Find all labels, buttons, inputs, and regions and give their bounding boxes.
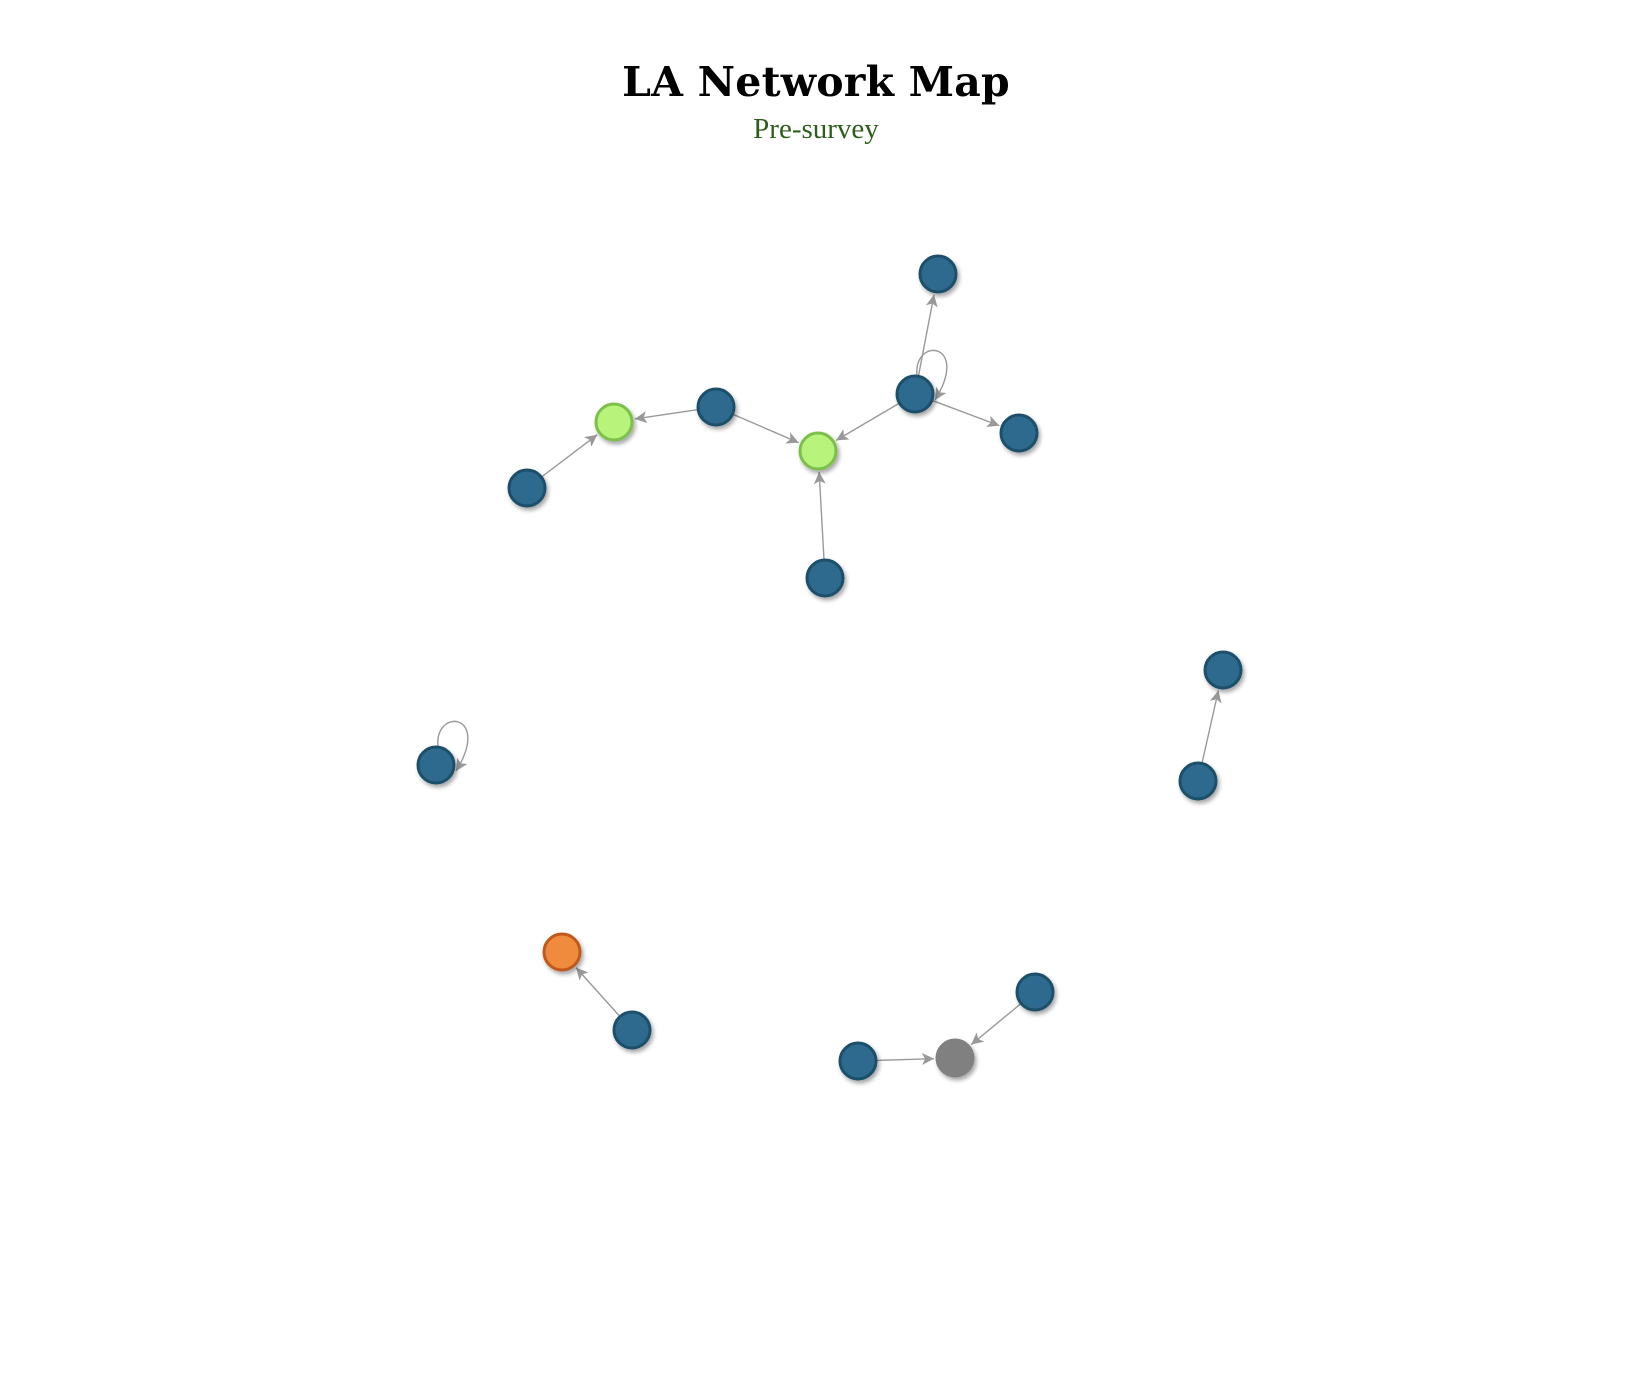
network-node-default[interactable]	[696, 387, 736, 427]
directed-edge	[875, 1053, 935, 1066]
page-title: LA Network Map	[622, 58, 1010, 106]
network-node-default[interactable]	[1178, 761, 1218, 801]
network-node-default[interactable]	[838, 1041, 878, 1081]
network-node-highlight[interactable]	[594, 402, 634, 442]
page-subtitle: Pre-survey	[753, 113, 879, 145]
directed-edge	[835, 402, 900, 441]
network-node-default[interactable]	[1015, 972, 1055, 1012]
network-node-default[interactable]	[805, 558, 845, 598]
network-node-orange[interactable]	[542, 932, 582, 972]
network-node-highlight[interactable]	[798, 431, 838, 471]
network-node-default[interactable]	[416, 745, 456, 785]
directed-edge	[970, 1002, 1022, 1046]
network-node-default[interactable]	[999, 413, 1039, 453]
directed-edge	[540, 434, 598, 478]
directed-edge	[1201, 690, 1222, 764]
network-node-default[interactable]	[612, 1010, 652, 1050]
nodes-layer	[416, 254, 1243, 1081]
directed-edge	[813, 471, 826, 561]
directed-edge	[732, 413, 799, 444]
network-node-default[interactable]	[918, 254, 958, 294]
network-node-gray[interactable]	[935, 1038, 975, 1078]
directed-edge	[634, 408, 699, 424]
edges-layer	[437, 294, 1222, 1066]
directed-edge	[931, 399, 1000, 428]
network-node-default[interactable]	[1203, 650, 1243, 690]
directed-edge	[917, 294, 938, 377]
network-node-default[interactable]	[895, 374, 935, 414]
directed-edge	[575, 967, 621, 1018]
network-node-default[interactable]	[507, 468, 547, 508]
self-loop-edge	[437, 720, 469, 772]
self-loop-edge	[916, 349, 948, 401]
